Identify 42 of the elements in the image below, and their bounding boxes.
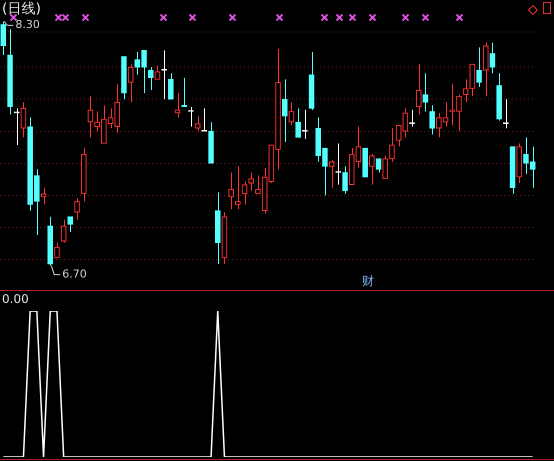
candlestick (174, 92, 180, 118)
candlestick (422, 72, 428, 112)
candlestick (369, 154, 375, 186)
candlestick (242, 181, 248, 206)
candlestick (20, 102, 26, 138)
candlestick (14, 108, 20, 146)
annotation: 财 (362, 273, 374, 290)
candlestick (228, 172, 234, 210)
candlestick (462, 78, 468, 103)
candlestick (282, 78, 288, 142)
candlestick (429, 104, 435, 135)
candlestick (396, 124, 402, 148)
text: 0.00 (2, 292, 29, 306)
candlestick (40, 187, 46, 206)
candlestick (248, 172, 254, 192)
candlestick (188, 106, 194, 128)
candlestick (168, 72, 174, 100)
candlestick (402, 108, 408, 138)
candlestick (128, 64, 134, 103)
annotation: 8.30 (15, 18, 40, 32)
candlestick (181, 77, 188, 108)
candlestick (295, 108, 301, 138)
candlestick (54, 242, 60, 258)
annotation: 6.70 (62, 267, 87, 280)
candlestick (288, 102, 294, 126)
candlestick (376, 158, 382, 173)
candlestick (68, 216, 74, 232)
candlestick (416, 64, 422, 115)
candlestick (476, 46, 482, 88)
candlestick (60, 219, 66, 244)
chart-title: (日线) (2, 0, 41, 18)
candlestick (336, 142, 342, 186)
candlestick (482, 42, 489, 97)
candlestick (0, 20, 6, 56)
candlestick (88, 96, 94, 138)
candlestick (148, 66, 154, 91)
candlestick (154, 65, 160, 80)
candlestick (74, 198, 80, 220)
candlestick (342, 166, 348, 194)
candlestick (235, 166, 241, 210)
candlestick (490, 42, 496, 74)
candlestick (470, 64, 476, 97)
